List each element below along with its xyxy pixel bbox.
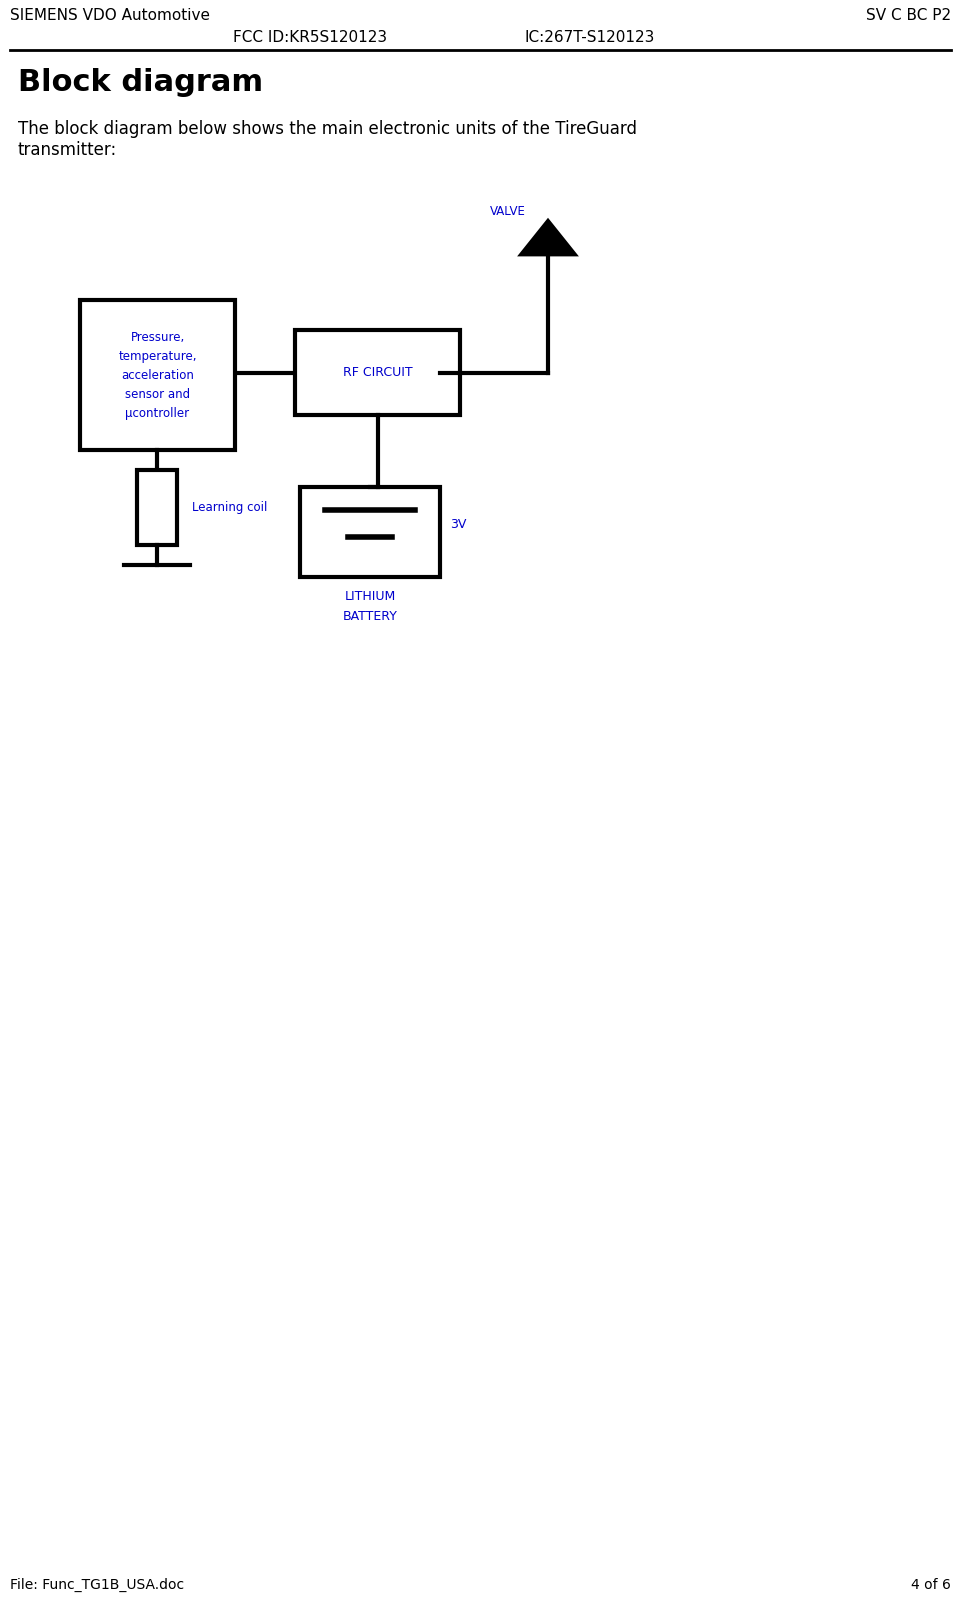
Bar (80, 299, 235, 450)
Bar (295, 330, 460, 415)
Text: BATTERY: BATTERY (342, 610, 398, 623)
Bar (137, 471, 177, 544)
Text: Learning coil: Learning coil (192, 501, 267, 514)
Text: SV C BC P2: SV C BC P2 (866, 8, 951, 22)
Text: 4 of 6: 4 of 6 (911, 1579, 951, 1591)
Text: File: Func_TG1B_USA.doc: File: Func_TG1B_USA.doc (10, 1579, 185, 1591)
Text: VALVE: VALVE (490, 205, 526, 218)
Text: 3V: 3V (450, 517, 466, 530)
Text: The block diagram below shows the main electronic units of the TireGuard
transmi: The block diagram below shows the main e… (18, 120, 637, 158)
Text: FCC ID:KR5S120123: FCC ID:KR5S120123 (233, 30, 387, 45)
Text: Block diagram: Block diagram (18, 67, 263, 98)
Text: Pressure,
temperature,
acceleration
sensor and
μcontroller: Pressure, temperature, acceleration sens… (118, 330, 197, 419)
Text: LITHIUM: LITHIUM (344, 591, 396, 604)
Bar (300, 487, 440, 576)
Text: RF CIRCUIT: RF CIRCUIT (343, 367, 412, 379)
Text: SIEMENS VDO Automotive: SIEMENS VDO Automotive (10, 8, 210, 22)
Text: IC:267T-S120123: IC:267T-S120123 (525, 30, 655, 45)
Polygon shape (520, 219, 576, 255)
